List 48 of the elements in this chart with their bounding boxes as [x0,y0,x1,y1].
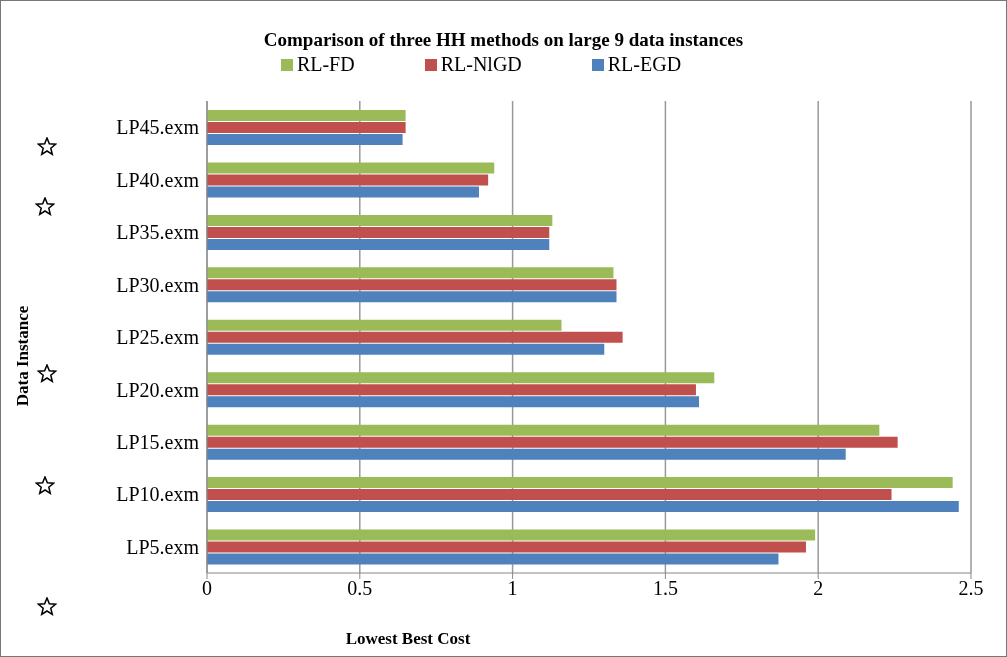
bar [207,529,816,541]
bar [207,384,696,396]
x-tick-label: 2 [813,577,824,600]
y-tick-label: LP5.exm [126,535,200,558]
bar [207,226,550,238]
bar [207,372,715,384]
y-tick-label: LP40.exm [116,168,200,191]
bar [207,489,892,501]
bar [207,319,562,331]
bar [207,477,953,489]
bar [207,553,779,565]
legend-label: RL-EGD [606,53,682,76]
y-tick-label: LP45.exm [116,116,200,139]
bar [207,110,406,121]
bar [207,501,959,513]
legend-label: RL-FD [295,53,355,76]
x-tick-label: 2.5 [958,577,984,600]
bar [207,448,846,460]
y-tick-label: LP15.exm [116,430,200,453]
y-axis-title: Data Instance [13,305,33,407]
bar [207,238,550,250]
bar [207,291,617,303]
y-tick-label: LP35.exm [116,221,200,244]
bar [207,134,403,145]
bar [207,331,623,343]
x-tick-label: 1.5 [652,577,678,600]
bar [207,214,553,226]
bar [207,267,614,279]
bar [207,396,700,408]
y-tick-label: LP30.exm [116,273,200,296]
y-tick-label: LP25.exm [116,326,200,349]
legend-label: RL-NlGD [439,53,522,76]
y-tick-label: LP10.exm [116,483,200,506]
bar [207,279,617,291]
bar [207,162,495,174]
bar [207,122,406,133]
chart-title: Comparison of three HH methods on large 9 data instances [262,29,745,51]
y-tick-label: LP20.exm [116,378,200,401]
x-axis-title: Lowest Best Cost [344,629,472,649]
x-tick-label: 1 [507,577,518,600]
bar [207,424,880,436]
bar [207,186,479,198]
x-tick-label: 0 [202,577,212,600]
bar [207,541,806,553]
x-tick-label: 0.5 [347,577,373,600]
bar [207,174,489,186]
bar [207,343,605,355]
bar [207,436,898,448]
